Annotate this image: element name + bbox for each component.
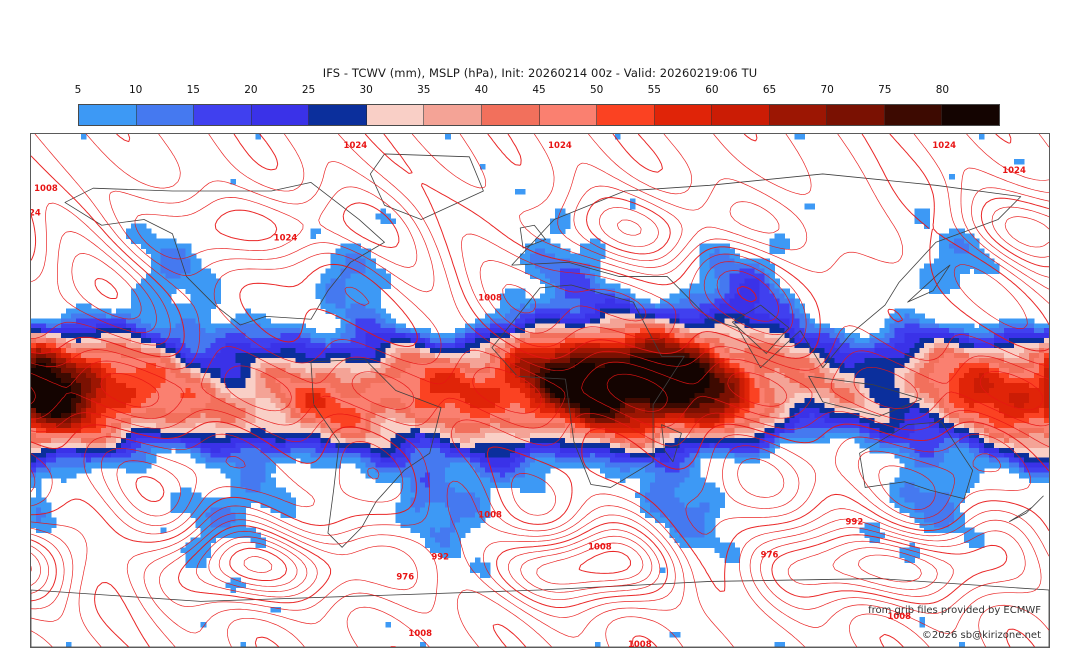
svg-text:1024: 1024 [31,208,41,218]
colorbar-segment [884,105,943,125]
colorbar-tick: 15 [186,84,200,96]
colorbar-tick: 25 [301,84,316,96]
svg-text:1024: 1024 [274,233,298,243]
svg-text:992: 992 [846,516,864,526]
colorbar-tick: 65 [762,84,777,96]
colorbar-segment [597,105,655,125]
svg-text:1008: 1008 [34,183,58,193]
colorbar [78,104,1000,126]
svg-text:992: 992 [431,551,449,561]
svg-text:1008: 1008 [887,611,911,621]
svg-text:1024: 1024 [1002,165,1026,175]
svg-text:976: 976 [761,549,779,559]
svg-text:1008: 1008 [478,510,502,520]
colorbar-tick: 70 [820,84,834,96]
colorbar-segment [654,105,713,125]
colorbar-segment [309,105,367,125]
colorbar-tick: 35 [417,84,431,96]
colorbar-segment [539,105,598,125]
attribution-source: from grib files provided by ECMWF [868,605,1041,616]
colorbar-tick: 30 [359,84,373,96]
map-canvas: 1024 1024 1024 1024 1008 1024 1024 1008 1008 976 9… [31,134,1049,647]
colorbar-segment [827,105,885,125]
svg-text:1008: 1008 [478,292,502,302]
colorbar-segment [136,105,195,125]
colorbar-segment [251,105,310,125]
colorbar-segment [769,105,828,125]
colorbar-segment [712,105,770,125]
colorbar-tick: 10 [128,84,143,96]
colorbar-tick: 75 [878,84,892,96]
colorbar-segment [79,105,137,125]
svg-text:1024: 1024 [344,140,368,150]
svg-text:1024: 1024 [932,140,956,150]
colorbar-tick-labels: 5 10 15 20 25 30 35 40 45 50 55 60 65 70 75 80 [74,84,1000,100]
colorbar-segments [78,104,1000,126]
colorbar-tick: 40 [474,84,489,96]
svg-text:1008: 1008 [628,639,652,647]
svg-text:1008: 1008 [588,541,612,551]
colorbar-segment [194,105,252,125]
colorbar-tick: 45 [532,84,546,96]
colorbar-tick: 5 [74,84,82,96]
svg-text:976: 976 [396,571,414,581]
svg-text:1024: 1024 [548,140,572,150]
map-render: 1024 1024 1024 1024 1008 1024 1024 1008 1008 976 9… [31,134,1049,647]
colorbar-tick: 60 [705,84,719,96]
colorbar-segment [942,105,999,125]
page-title: IFS - TCWV (mm), MSLP (hPa), Init: 20260… [322,66,758,80]
colorbar-tick: 80 [935,84,950,96]
svg-text:1008: 1008 [408,628,432,638]
colorbar-tick: 50 [589,84,604,96]
colorbar-tick: 55 [647,84,661,96]
colorbar-segment [481,105,540,125]
colorbar-tick: 20 [244,84,258,96]
map-frame[interactable]: 1024 1024 1024 1024 1008 1024 1024 1008 1008 976 9… [30,133,1050,648]
colorbar-segment [366,105,425,125]
colorbar-segment [424,105,482,125]
attribution-copyright: ©2026 sb@kirizone.net [921,630,1041,641]
